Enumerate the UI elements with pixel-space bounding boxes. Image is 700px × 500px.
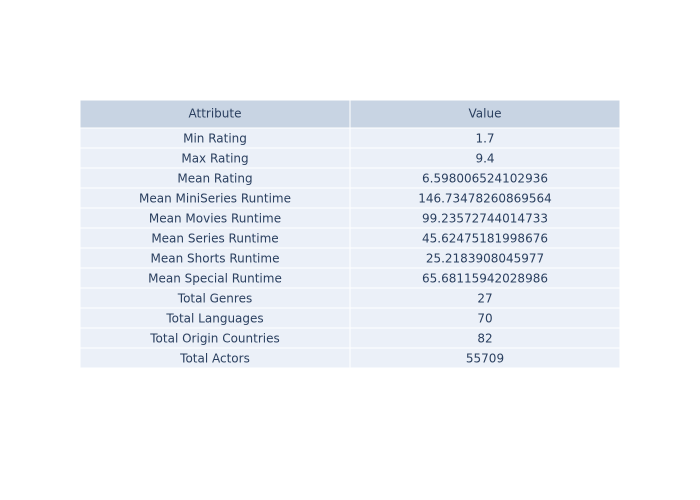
table-attribute-label: Total Actors [179,352,250,366]
table-attribute-label: Total Genres [177,292,252,306]
table-value-label: 99.23572744014733 [422,212,548,226]
table-header-label: Attribute [189,107,242,121]
table-attribute-label: Mean Series Runtime [151,232,278,246]
table-header-cell [79,99,351,129]
table-attribute-label: Mean Movies Runtime [149,212,281,226]
table-value-label: 9.4 [475,152,494,166]
table-value-label: 82 [477,332,492,346]
table-attribute-label: Mean MiniSeries Runtime [139,192,291,206]
table-attribute-label: Max Rating [181,152,248,166]
table-value-label: 25.2183908045977 [426,252,544,266]
table-value-label: 55709 [466,352,504,366]
table-value-label: 70 [477,312,492,326]
table-attribute-label: Mean Rating [177,172,252,186]
table-attribute-label: Mean Special Runtime [148,272,282,286]
table-value-label: 27 [477,292,492,306]
table-value-label: 1.7 [475,132,494,146]
table-cell [349,347,621,369]
table-value-label: 146.73478260869564 [418,192,552,206]
table-value-label: 6.598006524102936 [422,172,548,186]
table-attribute-label: Total Origin Countries [149,332,279,346]
table-value-label: 65.68115942028986 [422,272,548,286]
table-attribute-label: Mean Shorts Runtime [151,252,280,266]
table-attribute-label: Total Languages [165,312,263,326]
table-header-cell [349,99,621,129]
table-header-label: Value [469,107,502,121]
table-attribute-label: Min Rating [183,132,247,146]
table-value-label: 45.62475181998676 [422,232,548,246]
